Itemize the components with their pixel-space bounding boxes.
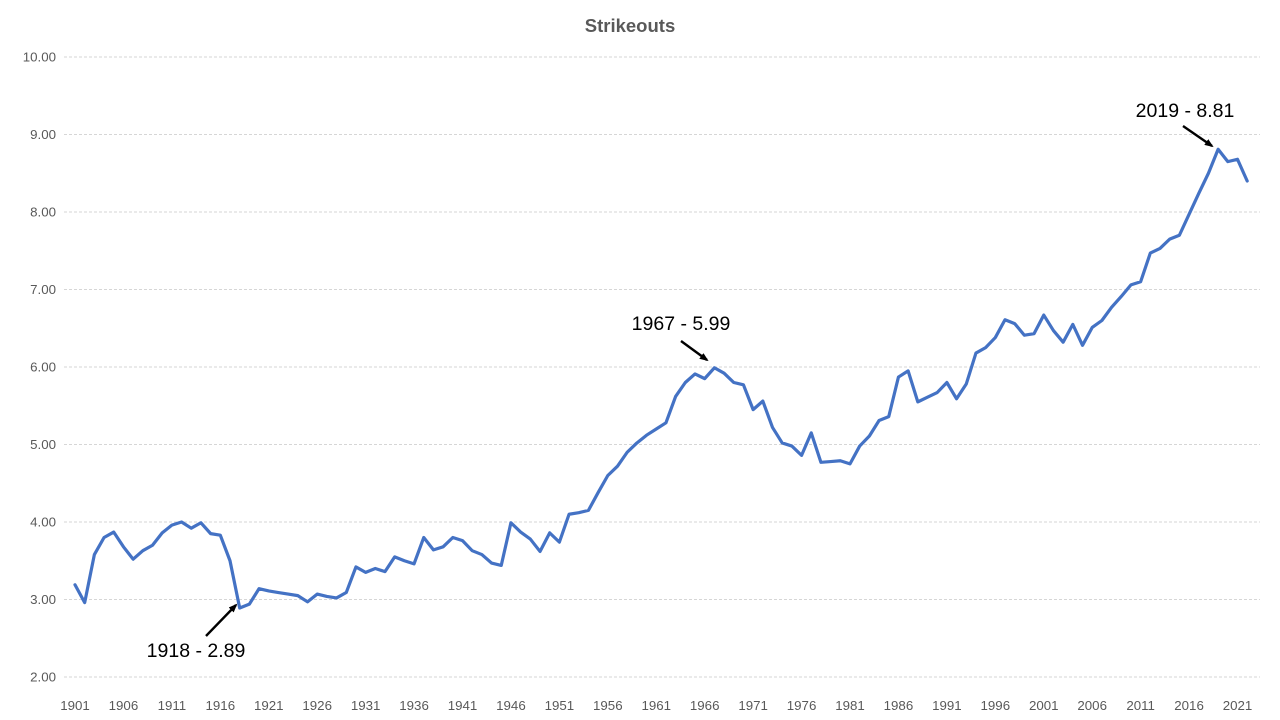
y-axis-tick-label: 7.00	[30, 282, 56, 297]
x-axis-tick-label: 1901	[60, 698, 90, 713]
x-axis-tick-label: 1966	[690, 698, 720, 713]
x-axis-tick-label: 1916	[206, 698, 236, 713]
x-axis-tick-label: 1926	[302, 698, 332, 713]
y-axis-tick-label: 4.00	[30, 515, 56, 530]
x-axis-tick-label: 1986	[884, 698, 914, 713]
x-axis-tick-label: 1961	[641, 698, 671, 713]
y-axis-tick-label: 9.00	[30, 127, 56, 142]
x-axis-tick-label: 1921	[254, 698, 284, 713]
annotation-arrow	[1182, 125, 1214, 148]
x-axis-tick-label: 2001	[1029, 698, 1059, 713]
y-axis-tick-label: 5.00	[30, 437, 56, 452]
x-axis-tick-label: 1951	[545, 698, 575, 713]
x-axis-tick-label: 1946	[496, 698, 526, 713]
y-axis-tick-label: 3.00	[30, 592, 56, 607]
y-axis-tick-label: 6.00	[30, 360, 56, 375]
gridlines-group	[64, 56, 1260, 678]
strikeouts-series-line	[73, 147, 1249, 610]
annotation-label: 1967 - 5.99	[632, 313, 731, 335]
data-series-group	[73, 147, 1249, 610]
x-axis-tick-label: 2021	[1223, 698, 1253, 713]
x-axis-tick-label: 1941	[448, 698, 478, 713]
y-axis-tick-label: 2.00	[30, 670, 56, 685]
axis-labels-group: 2.00 3.00 4.00 5.00 6.00 7.00 8.00 9.00 10.00 190…	[23, 50, 1253, 714]
x-axis-tick-label: 1996	[981, 698, 1011, 713]
x-axis-tick-label: 2016	[1174, 698, 1204, 713]
chart-title: Strikeouts	[585, 15, 675, 36]
annotation-arrow	[680, 340, 709, 362]
annotations-group: 1918 - 2.89 1967 - 5.99 2019 - 8.81	[147, 100, 1235, 662]
x-axis-tick-label: 1956	[593, 698, 623, 713]
x-axis-tick-label: 1936	[399, 698, 429, 713]
y-axis-tick-label: 8.00	[30, 205, 56, 220]
y-axis-tick-label: 10.00	[23, 50, 56, 65]
x-axis-tick-label: 1976	[787, 698, 817, 713]
x-axis-tick-label: 1971	[738, 698, 768, 713]
annotation-label: 1918 - 2.89	[147, 640, 246, 662]
x-axis-tick-label: 1906	[109, 698, 139, 713]
x-axis-tick-label: 1911	[158, 698, 187, 713]
x-axis-tick-label: 1931	[351, 698, 381, 713]
annotation-arrow	[205, 603, 238, 637]
x-axis-tick-label: 1991	[932, 698, 962, 713]
x-axis-tick-label: 2011	[1126, 698, 1155, 713]
x-axis-tick-label: 1981	[835, 698, 865, 713]
x-axis-tick-label: 2006	[1077, 698, 1107, 713]
annotation-label: 2019 - 8.81	[1136, 100, 1235, 122]
